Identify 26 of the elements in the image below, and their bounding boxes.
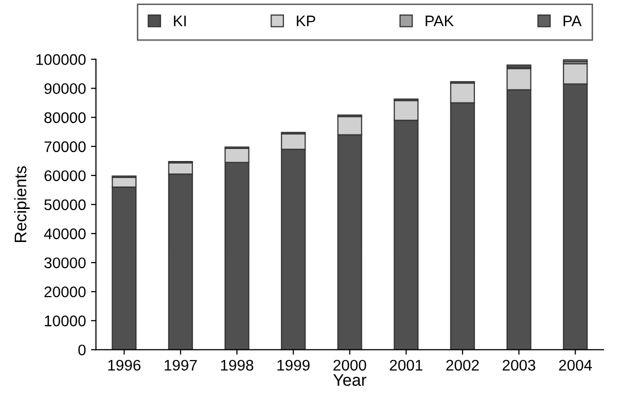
y-tick-label: 80000 xyxy=(44,112,86,124)
y-tick-label: 100000 xyxy=(36,54,86,65)
x-tick-label: 1996 xyxy=(108,360,140,371)
y-tick-label: 60000 xyxy=(44,170,86,182)
x-tick-label: 1998 xyxy=(221,360,254,371)
legend-label: PA xyxy=(564,16,582,26)
y-tick-label: 90000 xyxy=(44,83,86,94)
y-tick-label: 20000 xyxy=(44,286,86,298)
y-tick-label: 30000 xyxy=(44,257,86,268)
x-tick-label: 2001 xyxy=(390,360,422,371)
y-tick-label: 0 xyxy=(78,344,86,356)
y-tick-label: 40000 xyxy=(44,228,86,240)
x-tick-label: 2003 xyxy=(502,360,536,371)
y-tick-label: 10000 xyxy=(44,316,86,326)
y-tick-label: 70000 xyxy=(44,141,86,152)
legend-label: PAK xyxy=(426,16,454,26)
x-tick-label: 2000 xyxy=(334,360,366,371)
x-tick-label: 2004 xyxy=(559,360,592,371)
y-tick-label: 50000 xyxy=(44,199,86,210)
legend-label: KP xyxy=(296,16,316,26)
y-axis-title: Recipients xyxy=(14,166,30,242)
x-tick-label: 1999 xyxy=(278,360,310,371)
x-tick-label: 2002 xyxy=(446,360,479,371)
legend-label: KI xyxy=(174,16,186,26)
x-tick-label: 1997 xyxy=(164,360,197,371)
x-axis-title: Year xyxy=(333,374,366,386)
